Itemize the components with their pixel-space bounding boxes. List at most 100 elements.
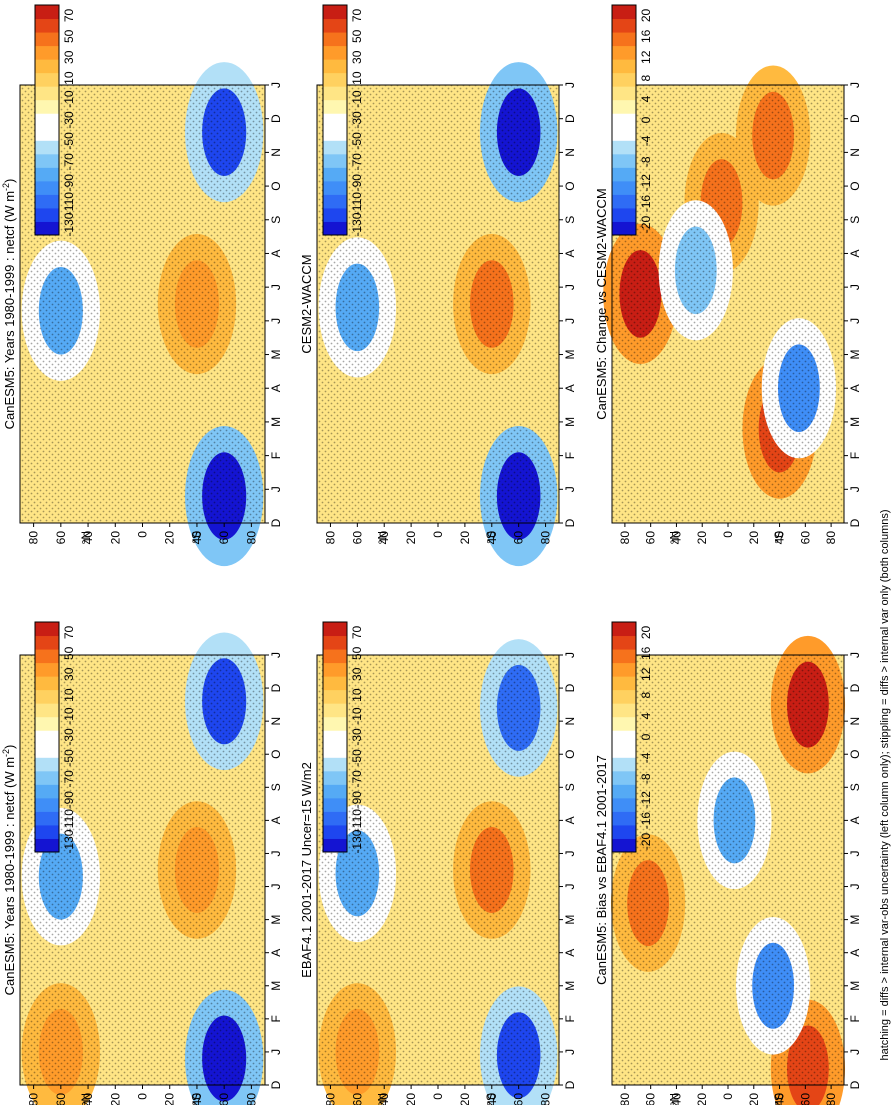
colorbar-swatch (323, 153, 347, 168)
colorbar-swatch (612, 5, 636, 20)
lat-tick-label: 60 (54, 1093, 68, 1105)
month-tick-label: F (848, 452, 862, 459)
colorbar-swatch (35, 32, 59, 47)
colorbar-swatch (612, 59, 636, 74)
lat-tick-label: 20 (695, 1093, 709, 1105)
colorbar-swatch (35, 113, 59, 128)
lat-tick-label: 20 (163, 1093, 177, 1105)
colorbar-swatch (323, 221, 347, 236)
lat-tick-label: 40 (81, 1093, 95, 1105)
colorbar-swatch (323, 716, 347, 731)
month-tick-label: S (563, 783, 577, 791)
colorbar-label: -50 (350, 749, 364, 767)
colorbar-frame (34, 4, 60, 236)
colorbar-label: -130 (350, 829, 364, 853)
lat-tick-label: 0 (721, 531, 735, 538)
hemisphere-label-s: °S (484, 1093, 498, 1105)
month-tick-label: D (848, 683, 862, 692)
colorbar-swatch (35, 5, 59, 20)
colorbar-swatch (323, 689, 347, 704)
panel-title: CESM2-WACCM (299, 254, 314, 353)
month-tick-label: A (848, 384, 862, 392)
colorbar-label: 0 (639, 733, 653, 740)
month-tick-label: D (269, 518, 283, 527)
colorbar-frame (322, 4, 348, 236)
lat-tick-label: 20 (458, 531, 472, 545)
colorbar-swatch (612, 622, 636, 637)
colorbar-label: 20 (639, 8, 653, 22)
month-tick-label: O (269, 181, 283, 190)
colorbar-label: -130 (62, 212, 76, 236)
colorbar-swatch (323, 784, 347, 799)
month-tick-label: D (563, 518, 577, 527)
lat-tick-label: 60 (217, 531, 231, 545)
colorbar-frame (611, 621, 637, 853)
lat-tick-label: 40 (773, 1093, 787, 1105)
colorbar: 70 50 30 10 -10 -30 -50 -70 -90-110-130 (34, 621, 76, 854)
colorbar-swatch (35, 757, 59, 772)
month-tick-label: M (848, 981, 862, 991)
month-tick-label: N (269, 148, 283, 157)
colorbar-swatch (612, 703, 636, 718)
colorbar-swatch (612, 45, 636, 60)
colorbar-swatch (612, 797, 636, 812)
colorbar-frame (611, 4, 637, 236)
month-tick-label: M (848, 350, 862, 360)
colorbar-label: 0 (639, 116, 653, 123)
colorbar-label: -110 (62, 809, 76, 832)
colorbar-swatch (612, 167, 636, 182)
colorbar-swatch (612, 730, 636, 745)
colorbar-frame (322, 621, 348, 853)
colorbar-swatch (323, 45, 347, 60)
colorbar-label: -20 (639, 833, 653, 851)
lat-tick-label: 60 (54, 531, 68, 545)
colorbar-label: 4 (639, 95, 653, 102)
lat-tick-label: 20 (404, 1093, 418, 1105)
colorbar-label: -8 (639, 773, 653, 784)
month-tick-label: F (269, 452, 283, 459)
lat-tick-label: 60 (644, 1093, 658, 1105)
panel-p_ml: 80 60 40 20 0 20 40 60 80 °N °S D J F M A M J J A S O N D J EBAF4… (299, 621, 577, 1105)
panel-p_tr: 80 60 40 20 0 20 40 60 80°N °SDJFMAMJJASONDJCanES… (594, 4, 862, 545)
hemisphere-label-n: °N (375, 1093, 389, 1105)
lat-tick-label: 80 (27, 531, 41, 545)
colorbar-label: -70 (62, 153, 76, 171)
colorbar-label: -50 (62, 749, 76, 767)
colorbar-swatch (35, 622, 59, 637)
month-tick-label: J (563, 850, 577, 856)
month-tick-label: J (563, 884, 577, 890)
colorbar-label: 50 (350, 29, 364, 43)
lat-tick-label: 60 (350, 531, 364, 545)
lat-tick-label: 80 (244, 1093, 258, 1105)
lat-tick-label: 60 (798, 531, 812, 545)
month-tick-label: S (563, 216, 577, 224)
lat-tick-label: 20 (458, 1093, 472, 1105)
month-tick-label: J (563, 652, 577, 658)
colorbar-label: -8 (639, 156, 653, 167)
hemisphere-label-n: °N (375, 531, 389, 544)
month-tick-label: J (269, 82, 283, 88)
colorbar-label: -16 (639, 812, 653, 830)
month-tick-label: J (848, 486, 862, 492)
stipple-overlay (20, 85, 265, 523)
month-tick-label: D (563, 1080, 577, 1089)
panel-title: CanESM5: Bias vs EBAF4.1 2001-2017 (594, 755, 609, 985)
colorbar-label: 4 (639, 712, 653, 719)
month-tick-label: J (563, 486, 577, 492)
colorbar-swatch (35, 59, 59, 74)
colorbar-label: -110 (350, 192, 364, 215)
colorbar-swatch (612, 676, 636, 691)
colorbar-swatch (612, 221, 636, 236)
colorbar-swatch (612, 207, 636, 222)
hemisphere-label-s: °S (484, 531, 498, 544)
lat-tick-label: 80 (824, 1093, 838, 1105)
month-tick-label: O (848, 750, 862, 759)
colorbar-label: -30 (62, 111, 76, 129)
colorbar-label: 30 (62, 667, 76, 681)
month-tick-label: J (269, 318, 283, 324)
lat-tick-label: 60 (217, 1093, 231, 1105)
month-tick-label: O (563, 181, 577, 190)
colorbar-label: -30 (350, 728, 364, 746)
colorbar-swatch (323, 18, 347, 33)
colorbar-frame (34, 621, 60, 853)
